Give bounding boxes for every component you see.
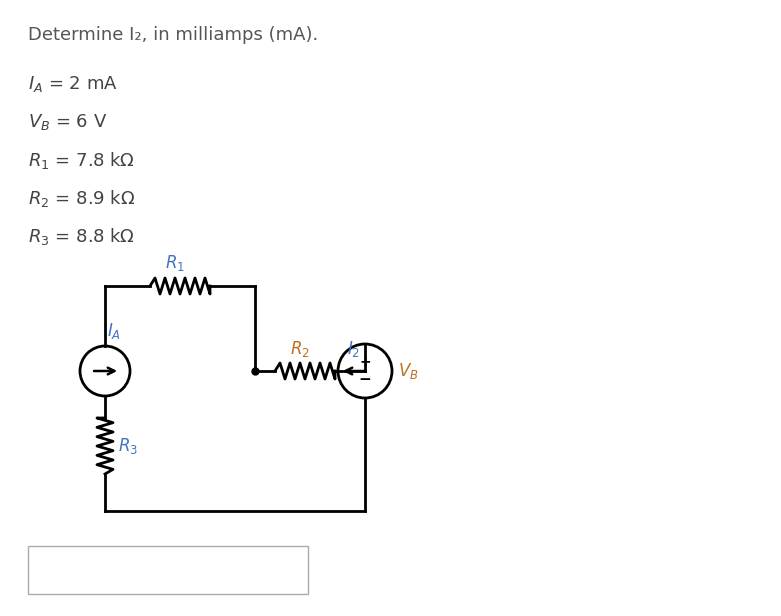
Text: $I_A$ = 2 mA: $I_A$ = 2 mA [28,74,118,94]
Text: $R_3$ = 8.8 kΩ: $R_3$ = 8.8 kΩ [28,226,135,247]
Text: $V_B$: $V_B$ [398,361,419,381]
Text: $R_1$: $R_1$ [165,253,185,273]
Text: −: − [358,371,372,386]
Text: $R_3$: $R_3$ [118,436,138,456]
Text: $R_2$: $R_2$ [290,339,310,359]
Text: $R_2$ = 8.9 kΩ: $R_2$ = 8.9 kΩ [28,188,135,209]
Text: Determine I₂, in milliamps (mA).: Determine I₂, in milliamps (mA). [28,26,318,44]
Text: $R_1$ = 7.8 kΩ: $R_1$ = 7.8 kΩ [28,150,135,171]
Text: $I_2$: $I_2$ [348,339,361,359]
Text: $I_A$: $I_A$ [107,321,121,341]
Text: $V_B$ = 6 V: $V_B$ = 6 V [28,112,107,132]
FancyBboxPatch shape [28,546,308,594]
Text: +: + [359,355,371,369]
